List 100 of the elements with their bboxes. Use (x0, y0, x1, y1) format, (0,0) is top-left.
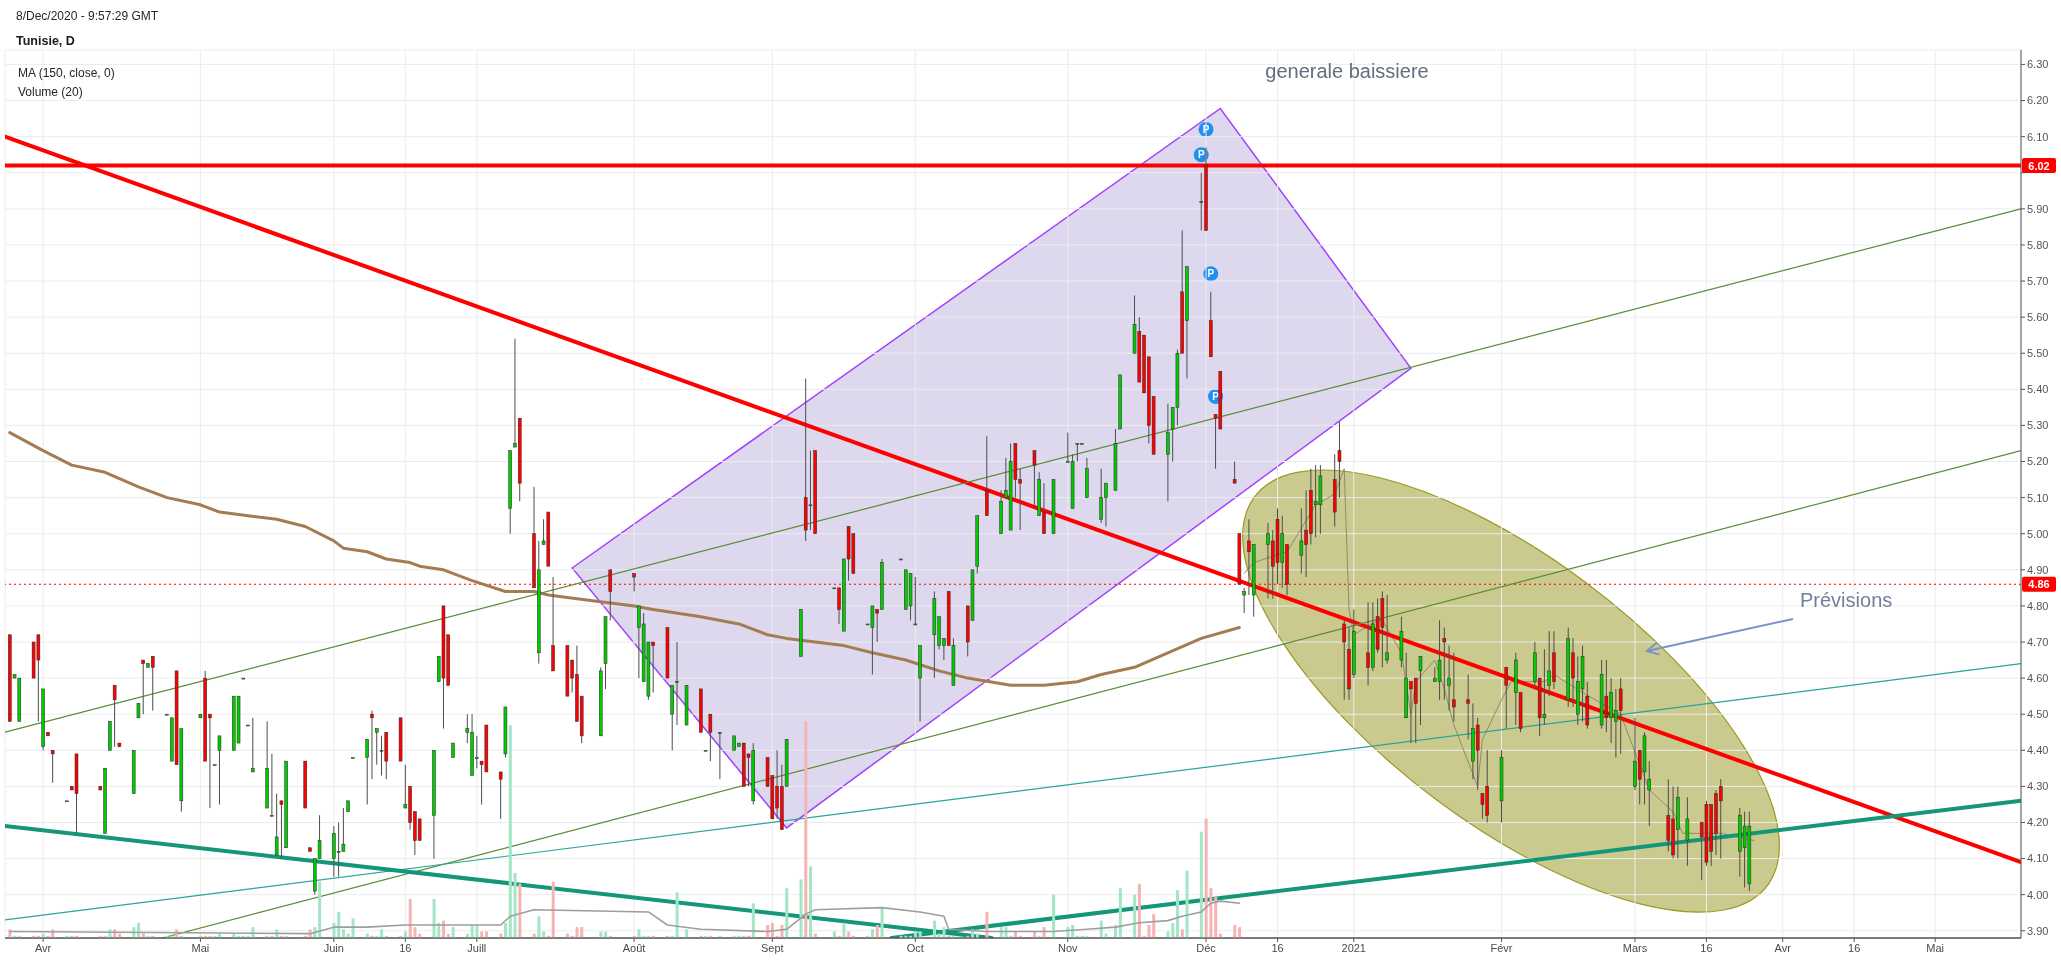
bar (675, 892, 679, 938)
candlestick (1418, 655, 1423, 726)
x-tick-label: Mars (1622, 941, 1648, 954)
candlestick (375, 728, 379, 766)
annotation: P (1197, 149, 1205, 161)
y-tick-label: 5.10 (2027, 491, 2049, 504)
bar (1171, 922, 1175, 938)
bar (1052, 894, 1056, 938)
y-tick-label: 4.40 (2027, 744, 2049, 757)
bar (432, 898, 436, 938)
bar (637, 929, 641, 938)
bar (842, 922, 846, 938)
annotation: P (1202, 124, 1210, 136)
candlestick (365, 738, 369, 805)
candlestick (1242, 587, 1246, 614)
annotation: MA (150, close, 0) (18, 66, 115, 80)
annotation: P (1207, 268, 1215, 280)
x-tick-label: 2021 (1341, 941, 1367, 954)
candlestick (913, 576, 918, 626)
bar (942, 927, 946, 938)
y-tick-label: 4.70 (2027, 635, 2049, 648)
candlestick (1342, 619, 1346, 701)
y-tick-label: 5.40 (2027, 383, 2049, 396)
bar (785, 888, 789, 938)
bar (1233, 924, 1237, 938)
bar (799, 879, 803, 938)
bar (685, 929, 689, 938)
y-tick-label: 4.30 (2027, 780, 2049, 793)
x-tick-label: Déc (1196, 941, 1217, 954)
text: 8/Dec/2020 - 9:57:29 GMT (16, 9, 159, 23)
y-tick-label: 5.50 (2027, 347, 2049, 360)
x-tick-label: Sept (761, 941, 784, 954)
bar (342, 929, 345, 938)
y-tick-label: 4.10 (2027, 852, 2049, 865)
bar (508, 725, 512, 938)
candlestick (608, 569, 613, 621)
bar (318, 881, 322, 938)
candlestick (1032, 450, 1037, 506)
x-tick-label: Avr (34, 941, 52, 954)
candlestick (1299, 507, 1304, 574)
bar (480, 931, 484, 938)
bar (1180, 929, 1184, 938)
bar (847, 931, 851, 938)
bar (932, 920, 936, 938)
y-tick-label: 6.10 (2027, 130, 2049, 143)
x-tick-label: 16 (1271, 941, 1284, 954)
candlestick (1442, 627, 1447, 701)
bar (809, 866, 813, 938)
candlestick (1447, 645, 1451, 712)
y-tick-label: 6.20 (2027, 94, 2049, 107)
candlestick (1742, 811, 1747, 888)
chart-title: Tunisie, D (16, 34, 75, 48)
line-series (8, 431, 1241, 687)
y-tick-label: 5.60 (2027, 311, 2049, 324)
y-tick-label: 5.20 (2027, 455, 2049, 468)
y-tick-label: 5.90 (2027, 202, 2049, 215)
bar (1147, 924, 1151, 938)
bar (518, 883, 522, 938)
bar (1133, 894, 1137, 938)
bar (580, 927, 584, 938)
bar (1176, 890, 1180, 938)
bar (403, 931, 407, 938)
candlestick (1166, 403, 1170, 502)
x-tick-label: Juill (467, 941, 487, 954)
bar (804, 721, 808, 938)
bar (832, 931, 836, 938)
chart-title: Volume (20) (18, 85, 83, 99)
x-tick-label: Août (622, 941, 646, 954)
bar (380, 929, 384, 938)
candlestick (1618, 677, 1623, 755)
bar (1238, 927, 1241, 938)
bar (1137, 883, 1141, 938)
y-tick-label: 6.30 (2027, 58, 2049, 71)
bar (604, 931, 608, 938)
bar (504, 922, 508, 938)
y-tick-label: 5.30 (2027, 419, 2049, 432)
candlestick (274, 793, 279, 856)
bar (1214, 896, 1218, 938)
candlestick (217, 735, 222, 805)
candlestick (270, 753, 274, 817)
annotation: generale baissiere (1265, 60, 1429, 82)
y-tick-label: 5.70 (2027, 274, 2049, 287)
candlestick (498, 771, 503, 820)
bar (551, 881, 555, 938)
candlestick (1337, 421, 1342, 499)
candlestick (1647, 760, 1652, 827)
y-tick-label: 3.90 (2027, 924, 2049, 937)
y-tick-label: 4.50 (2027, 708, 2049, 721)
x-tick-label: 16 (1848, 941, 1861, 954)
bar (575, 927, 579, 938)
x-tick-label: Nov (1058, 941, 1079, 954)
candlestick (808, 450, 813, 531)
bar (880, 907, 884, 938)
y-tick-label: 5.00 (2027, 527, 2049, 540)
bar (875, 924, 879, 938)
bar (1118, 888, 1122, 938)
bar (599, 931, 603, 938)
candlestick (718, 731, 722, 780)
x-tick-label: 16 (1700, 941, 1713, 954)
candlestick (1504, 666, 1509, 730)
